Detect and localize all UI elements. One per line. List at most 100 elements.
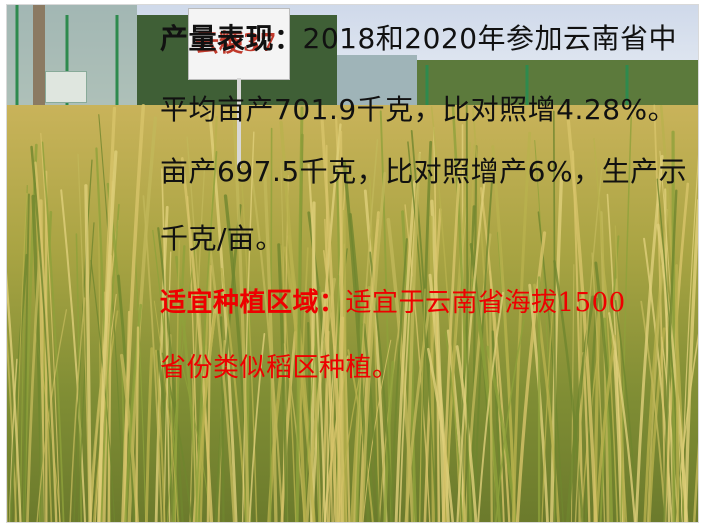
rice-stalk [363,189,388,522]
rice-stalk [100,203,120,522]
rice-stalk [41,141,65,522]
rice-stalk [671,130,676,522]
rice-stalk [456,161,488,522]
rice-stalk [34,196,53,522]
yield-line-2: 平均亩产701.9千克，比对照增4.28%。 [160,96,676,124]
rice-stalk [144,347,154,522]
yield-text-4: 千克/亩。 [160,222,284,255]
region-text-1: 适宜于云南省海拔1500 [345,288,626,318]
yield-heading: 产量表现： [160,22,303,55]
rice-stalk [207,236,236,522]
rice-stalk [283,246,316,522]
rice-stalk [295,106,304,522]
rice-stalk [248,333,266,522]
rice-stalk [405,153,421,522]
rice-stalk [595,334,617,522]
rice-stalk [277,243,289,522]
rice-stalk [90,259,116,522]
region-line-2: 省份类似稻区种植。 [160,355,399,381]
rice-stalk [608,312,637,522]
rice-stalk [241,131,255,522]
rice-stalk [511,131,532,522]
rice-stalk [634,154,664,522]
yield-text-3: 亩产697.5千克，比对照增产6%，生产示 [160,155,688,188]
region-heading: 适宜种植区域： [160,288,346,318]
region-text-2: 省份类似稻区种植。 [160,353,399,383]
sign-post [237,78,241,168]
rice-stalk [407,141,437,522]
rice-stalk [307,163,327,522]
rice-stalk [656,223,689,522]
yield-text-1: 2018和2020年参加云南省中 [302,22,678,55]
rice-stalk [166,236,197,522]
small-sign [45,71,87,103]
rice-stalk [495,319,525,522]
rice-stalk [69,297,86,522]
rice-stalk [675,264,680,522]
rice-stalk [77,153,90,522]
rice-stalk [310,123,342,522]
rice-stalk [191,354,197,522]
rice-stalk [19,184,28,522]
rice-stalk [84,184,92,522]
rice-stalk [428,273,450,522]
rice-stalk [574,167,603,522]
rice-stalk [390,238,408,522]
rice-stalk [640,300,667,522]
rice-stalk [342,209,348,522]
rice-stalk [123,310,131,522]
rice-stalk [541,295,555,522]
rice-stalk [353,138,379,522]
region-line-1: 适宜种植区域：适宜于云南省海拔1500 [160,290,626,316]
rice-stalk [36,309,68,522]
rice-stalk [325,345,336,522]
rice-stalk [442,165,462,522]
rice-stalk [60,189,87,522]
rice-stalk [528,283,549,522]
rice-stalk [477,291,504,522]
rice-stalk [263,168,278,522]
rice-stalk [14,192,28,522]
rice-stalk [34,161,58,522]
rice-stalk [566,295,595,522]
rice-stalk [643,237,673,522]
rice-stalk [220,267,248,522]
rice-stalk [565,111,598,522]
rice-stalk [107,254,113,522]
rice-stalk [26,250,42,522]
rice-stalk [360,171,387,522]
rice-stalk [591,252,606,522]
rice-stalk [593,137,619,522]
rice-field-photo: 云粳37 [6,4,699,523]
yield-line-3: 亩产697.5千克，比对照增产6%，生产示 [160,158,687,186]
rice-stalk [319,105,343,522]
variety-sign: 云粳37 [188,8,290,80]
rice-stalk [157,227,184,522]
rice-stalk [7,328,18,522]
rice-stalk [180,157,214,522]
rice-stalk [314,329,320,522]
rice-stalk [692,441,698,522]
rice-stalk [515,231,547,522]
rice-stalk [378,320,401,522]
rice-stalk [280,245,297,522]
rice-stalk [305,277,336,522]
rice-stalk [552,110,557,522]
rice-stalk [206,264,212,522]
rice-stalk [430,106,462,522]
rice-stalk [614,225,625,522]
rice-stalk [553,259,584,522]
rice-stalk [152,229,180,522]
rice-stalk [161,168,171,522]
rice-stalk [663,189,678,522]
rice-stalk [232,108,250,522]
rice-stalk [7,271,22,522]
yield-line-4: 千克/亩。 [160,225,284,253]
rice-stalk [279,120,307,522]
rice-stalk [489,302,493,522]
rice-stalk [426,347,455,522]
rice-stalk [98,114,125,522]
rice-stalk [419,288,426,522]
rice-stalk [199,115,218,522]
rice-stalk [154,349,166,522]
